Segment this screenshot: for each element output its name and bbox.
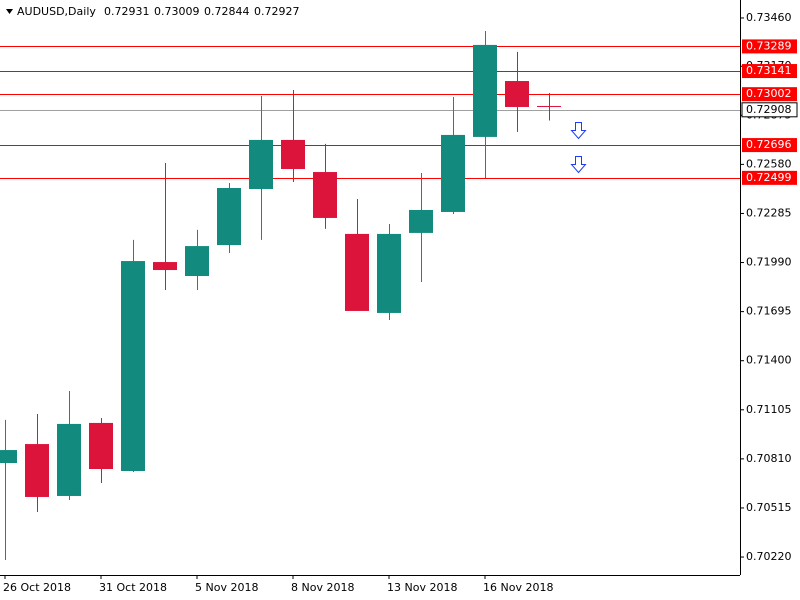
candle-body: [57, 423, 81, 496]
level-label-bg: [742, 138, 797, 153]
level-label-bg: [742, 170, 797, 185]
candle-body: [377, 233, 401, 313]
candle-body: [281, 139, 305, 170]
candle-body: [89, 422, 113, 470]
level-label: 0.72696: [746, 138, 792, 151]
y-tick-label: 0.71105: [746, 403, 792, 416]
x-tick-label: 16 Nov 2018: [483, 581, 553, 594]
y-tick-label: 0.70515: [746, 501, 792, 514]
price-label: 0.72908: [746, 103, 792, 116]
down-arrow: [570, 156, 587, 174]
arrow-icons: [570, 122, 587, 174]
candle-body: [0, 450, 17, 464]
candle-body: [505, 81, 529, 107]
candle-body: [185, 246, 209, 277]
high-value: 0.73009: [154, 5, 200, 18]
candle-body: [25, 444, 49, 497]
x-tick-label: 5 Nov 2018: [195, 581, 258, 594]
axes: 0.734600.731700.728750.725800.722850.719…: [3, 11, 798, 594]
header: AUDUSD,Daily 0.72931 0.73009 0.72844 0.7…: [6, 5, 300, 18]
close-value: 0.72927: [254, 5, 300, 18]
level-label: 0.73289: [746, 39, 792, 52]
level-label-bg: [742, 87, 797, 102]
candle-body: [313, 172, 337, 218]
candle-body: [153, 262, 177, 271]
low-value: 0.72844: [204, 5, 250, 18]
menu-triangle: [6, 9, 13, 14]
level-label-bg: [742, 39, 797, 54]
x-tick-label: 26 Oct 2018: [3, 581, 71, 594]
y-tick-label: 0.72580: [746, 157, 792, 170]
candle-body: [537, 105, 561, 107]
candle-body: [441, 134, 465, 212]
candle-body: [345, 233, 369, 311]
down-arrow: [570, 122, 587, 140]
candle-body: [409, 209, 433, 233]
level-label: 0.72499: [746, 171, 792, 184]
x-tick-label: 8 Nov 2018: [291, 581, 354, 594]
y-tick-label: 0.72285: [746, 206, 792, 219]
candle-body: [249, 139, 273, 190]
y-tick-label: 0.71695: [746, 305, 792, 318]
y-tick-label: 0.71990: [746, 256, 792, 269]
level-label: 0.73141: [746, 64, 792, 77]
x-tick-label: 13 Nov 2018: [387, 581, 457, 594]
candle-body: [217, 188, 241, 246]
open-value: 0.72931: [104, 5, 150, 18]
level-label: 0.73002: [746, 87, 792, 100]
candle-body: [473, 44, 497, 137]
y-tick-label: 0.73460: [746, 11, 792, 24]
price-label-bg: [741, 102, 798, 118]
y-tick-label: 0.70810: [746, 452, 792, 465]
x-tick-label: 31 Oct 2018: [99, 581, 167, 594]
level-label-bg: [742, 64, 797, 79]
y-tick-label: 0.70220: [746, 550, 792, 563]
candle-body: [121, 261, 145, 472]
plot-area: [0, 30, 740, 561]
y-tick-label: 0.71400: [746, 354, 792, 367]
chart-title: AUDUSD,Daily: [17, 5, 96, 18]
